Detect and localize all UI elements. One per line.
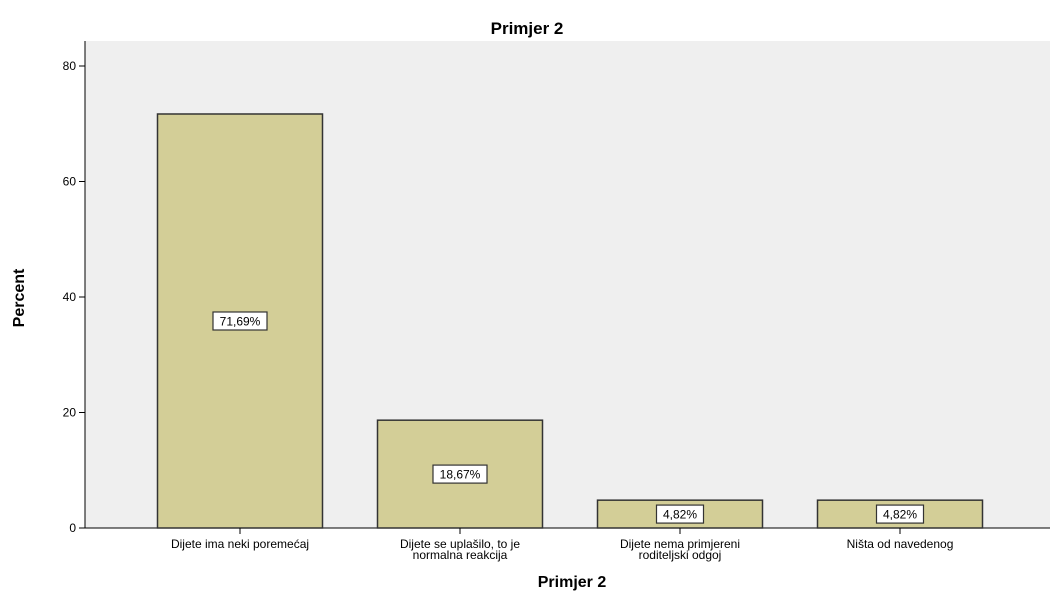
y-tick-label: 60 <box>63 175 77 189</box>
data-label-box <box>875 504 925 524</box>
y-tick-label: 80 <box>63 59 77 73</box>
data-label-box <box>212 311 268 331</box>
x-tick-label-line: Ništa od navedenog <box>847 537 954 551</box>
x-tick-label-line: Dijete nema primjereni <box>620 537 740 551</box>
y-axis-title: Percent <box>11 268 28 327</box>
data-label: 18,67% <box>440 468 481 482</box>
data-label: 4,82% <box>663 508 697 522</box>
x-tick-label: Dijete se uplašilo, to je normalna reakci… <box>400 537 520 562</box>
y-tick-label: 40 <box>63 290 77 304</box>
x-tick-label: Ništa od navedenog <box>847 537 954 551</box>
x-tick-label-line: roditeljski odgoj <box>639 548 722 562</box>
data-label: 4,82% <box>883 508 917 522</box>
x-axis-title: Primjer 2 <box>538 574 607 591</box>
x-tick-label: Dijete nema primjereni roditeljski odgoj <box>620 537 740 562</box>
x-tick-label: Dijete ima neki poremećaj <box>171 537 309 551</box>
y-tick-label: 0 <box>69 521 76 535</box>
y-tick-label: 20 <box>63 406 77 420</box>
x-tick-label-line: normalna reakcija <box>413 548 508 562</box>
data-label-box <box>432 464 488 484</box>
x-tick-label-line: Dijete ima neki poremećaj <box>171 537 309 551</box>
x-tick-label-line: Dijete se uplašilo, to je <box>400 537 520 551</box>
data-label: 71,69% <box>220 314 261 328</box>
data-label-box <box>655 504 705 524</box>
chart-title: Primjer 2 <box>491 19 564 38</box>
